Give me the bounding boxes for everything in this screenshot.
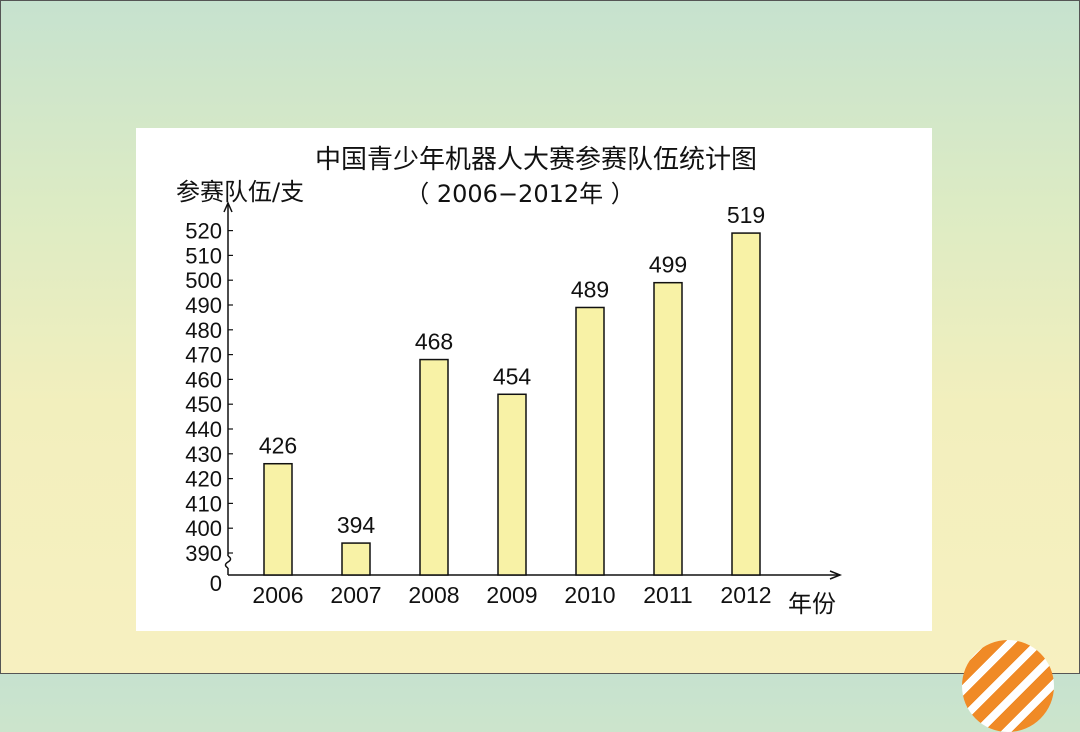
y-tick-label: 490: [185, 293, 222, 318]
y-tick-label: 400: [185, 516, 222, 541]
x-tick-label: 2012: [720, 582, 771, 608]
x-tick-label: 2006: [252, 582, 303, 608]
y-tick-label: 460: [185, 367, 222, 392]
y-axis-arrow: [223, 201, 233, 213]
bar-2012: [731, 232, 761, 576]
x-tick-label: 2010: [564, 582, 615, 608]
x-tick-label: 2011: [643, 582, 692, 608]
bar-2009: [497, 393, 527, 576]
bars-group: 426 2006 394 2007 468 2008 454 2009 489 2010 499 20…: [252, 202, 771, 608]
chart-title: 中国青少年机器人大赛参赛队伍统计图: [315, 145, 757, 175]
y-tick-label: 430: [185, 442, 222, 467]
bar-chart: 中国青少年机器人大赛参赛队伍统计图 （ 2006−2012年 ） 参赛队伍/支 …: [176, 145, 843, 618]
y-tick-label: 410: [185, 491, 222, 516]
x-tick-label: 2007: [330, 582, 381, 608]
bar-value-label: 489: [571, 276, 609, 302]
bar-value-label: 468: [415, 329, 453, 355]
y-ticks-group: 5205105004904804704604504404304204104003…: [185, 219, 233, 596]
bar-2008: [419, 358, 449, 576]
bar-2011: [653, 281, 683, 576]
bar-value-label: 499: [649, 252, 687, 278]
x-axis-label: 年份: [788, 590, 836, 618]
y-tick-label: 470: [185, 343, 222, 368]
y-tick-label: 510: [185, 243, 222, 268]
bar-2007: [341, 542, 371, 576]
bar-2006: [263, 462, 293, 576]
y-tick-label: 480: [185, 318, 222, 343]
y-tick-label: 450: [185, 392, 222, 417]
y-tick-label: 420: [185, 467, 222, 492]
x-axis-arrow: [829, 570, 843, 580]
y-tick-label: 440: [185, 417, 222, 442]
y-axis-label: 参赛队伍/支: [176, 178, 304, 206]
bar-2010: [575, 306, 605, 576]
x-tick-label: 2009: [486, 582, 537, 608]
y-tick-label: 500: [185, 268, 222, 293]
x-tick-label: 2008: [408, 582, 459, 608]
chart-panel: 中国青少年机器人大赛参赛队伍统计图 （ 2006−2012年 ） 参赛队伍/支 …: [136, 128, 932, 631]
bar-value-label: 519: [727, 202, 765, 228]
chart-subtitle: （ 2006−2012年 ）: [405, 180, 635, 208]
bar-value-label: 394: [337, 512, 376, 538]
decorative-ball: [962, 640, 1054, 732]
y-tick-label: 520: [185, 219, 222, 244]
y-tick-label-zero: 0: [210, 571, 222, 596]
y-axis-break-mark: [224, 555, 232, 569]
bar-value-label: 454: [493, 363, 532, 389]
bar-value-label: 426: [259, 433, 297, 459]
y-tick-label: 390: [185, 541, 222, 566]
